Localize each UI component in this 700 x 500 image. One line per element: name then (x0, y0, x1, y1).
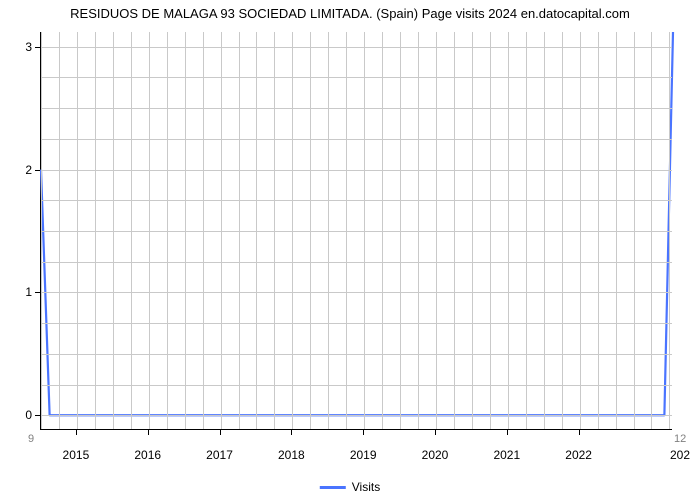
x-tick-label-clipped: 202 (670, 448, 690, 462)
x-tick-label: 2019 (350, 448, 377, 462)
x-tick-mark (363, 430, 364, 435)
x-tick-mark (291, 430, 292, 435)
legend-swatch (320, 486, 346, 489)
x-tick-mark (76, 430, 77, 435)
x-tick-mark (435, 430, 436, 435)
plot-area (40, 32, 672, 430)
grid-minor-h (41, 323, 672, 324)
grid-major-h (41, 170, 672, 171)
grid-minor-h (41, 77, 672, 78)
y-tick-mark (35, 47, 40, 48)
grid-major-h (41, 415, 672, 416)
x-tick-mark (579, 430, 580, 435)
grid-minor-h (41, 200, 672, 201)
y-tick-mark (35, 292, 40, 293)
y-tick-mark (35, 415, 40, 416)
grid-minor-h (41, 108, 672, 109)
y-tick-label: 3 (8, 40, 32, 54)
y-tick-label: 2 (8, 163, 32, 177)
x-tick-mark (220, 430, 221, 435)
x-tick-label: 2015 (63, 448, 90, 462)
legend: Visits (320, 480, 380, 494)
secondary-label-bottom-left: 9 (28, 433, 34, 445)
y-tick-label: 1 (8, 285, 32, 299)
grid-minor-h (41, 262, 672, 263)
x-tick-label: 2017 (206, 448, 233, 462)
grid-minor-h (41, 139, 672, 140)
x-tick-label: 2020 (422, 448, 449, 462)
x-tick-label: 2018 (278, 448, 305, 462)
x-tick-label: 2022 (565, 448, 592, 462)
grid-major-h (41, 47, 672, 48)
x-tick-mark (507, 430, 508, 435)
grid-minor-h (41, 354, 672, 355)
x-tick-mark (148, 430, 149, 435)
y-tick-label: 0 (8, 408, 32, 422)
grid-major-h (41, 292, 672, 293)
x-tick-label: 2021 (493, 448, 520, 462)
secondary-label-bottom-right: 12 (674, 433, 686, 445)
x-tick-label: 2016 (134, 448, 161, 462)
legend-label: Visits (352, 480, 380, 494)
grid-minor-h (41, 385, 672, 386)
grid-minor-h (41, 231, 672, 232)
y-tick-mark (35, 170, 40, 171)
series-line (41, 32, 673, 415)
chart-title: RESIDUOS DE MALAGA 93 SOCIEDAD LIMITADA.… (0, 6, 700, 21)
